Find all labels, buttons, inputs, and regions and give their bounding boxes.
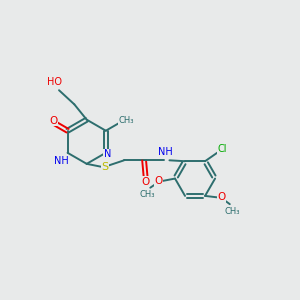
Text: N: N [103, 149, 111, 159]
Text: O: O [142, 176, 150, 187]
Text: O: O [50, 116, 58, 126]
Text: CH₃: CH₃ [139, 190, 154, 199]
Text: O: O [218, 192, 226, 203]
Text: NH: NH [54, 156, 68, 166]
Text: CH₃: CH₃ [118, 116, 134, 124]
Text: CH₃: CH₃ [225, 207, 241, 216]
Text: NH: NH [158, 147, 172, 157]
Text: S: S [101, 162, 109, 172]
Text: HO: HO [47, 77, 62, 87]
Text: O: O [154, 176, 163, 186]
Text: Cl: Cl [218, 144, 227, 154]
